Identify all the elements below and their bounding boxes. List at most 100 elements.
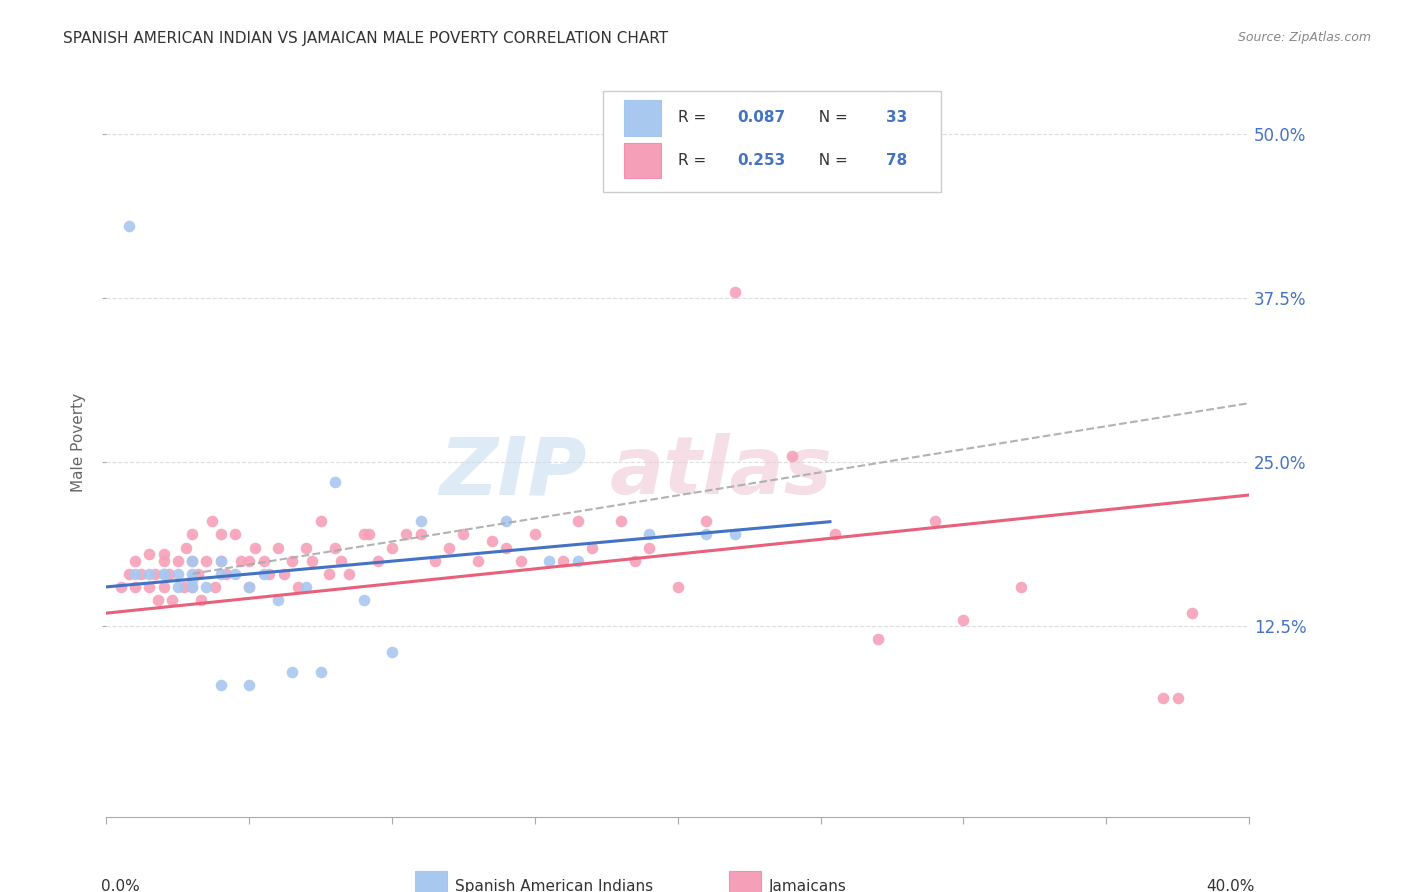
FancyBboxPatch shape <box>603 91 941 192</box>
Point <box>224 527 246 541</box>
FancyBboxPatch shape <box>624 100 661 136</box>
Point <box>166 554 188 568</box>
Point <box>301 554 323 568</box>
Text: N =: N = <box>810 111 853 126</box>
Point <box>567 554 589 568</box>
Point <box>257 566 280 581</box>
Point <box>176 541 198 555</box>
Text: atlas: atlas <box>609 434 832 511</box>
Point <box>190 593 212 607</box>
Point <box>181 554 204 568</box>
Point <box>181 580 204 594</box>
Point <box>273 566 295 581</box>
Point <box>353 527 375 541</box>
Point <box>138 547 160 561</box>
Point <box>1181 606 1204 620</box>
Point <box>238 554 260 568</box>
Point <box>209 527 232 541</box>
Point <box>215 566 238 581</box>
Point <box>581 541 603 555</box>
Point <box>952 613 974 627</box>
Point <box>287 580 309 594</box>
Point <box>295 541 318 555</box>
Point <box>238 580 260 594</box>
Point <box>157 566 180 581</box>
Point <box>381 541 404 555</box>
Point <box>229 554 252 568</box>
Point <box>209 678 232 692</box>
Text: 33: 33 <box>886 111 907 126</box>
Point <box>143 566 166 581</box>
Point <box>152 580 174 594</box>
Text: 0.087: 0.087 <box>737 111 786 126</box>
Point <box>173 580 195 594</box>
Point <box>160 593 183 607</box>
Point <box>209 554 232 568</box>
Point <box>181 554 204 568</box>
Text: Spanish American Indians: Spanish American Indians <box>456 880 652 892</box>
Point <box>481 533 503 548</box>
Text: 0.253: 0.253 <box>737 153 786 168</box>
Point <box>124 566 146 581</box>
Y-axis label: Male Poverty: Male Poverty <box>72 393 86 492</box>
Point <box>118 219 141 233</box>
Point <box>337 566 360 581</box>
Point <box>152 554 174 568</box>
Point <box>495 514 517 528</box>
Point <box>181 580 204 594</box>
Point <box>238 580 260 594</box>
Point <box>409 514 432 528</box>
FancyBboxPatch shape <box>730 871 761 892</box>
Point <box>1010 580 1032 594</box>
Point <box>281 554 304 568</box>
Point <box>1152 691 1174 706</box>
Point <box>187 566 209 581</box>
Text: ZIP: ZIP <box>439 434 586 511</box>
Point <box>538 554 561 568</box>
Point <box>252 554 274 568</box>
Point <box>166 580 188 594</box>
Text: Jamaicans: Jamaicans <box>769 880 846 892</box>
Point <box>695 514 717 528</box>
FancyBboxPatch shape <box>415 871 447 892</box>
Point <box>124 580 146 594</box>
Point <box>323 475 346 489</box>
Point <box>124 554 146 568</box>
Point <box>553 554 575 568</box>
Point <box>138 566 160 581</box>
Text: R =: R = <box>678 153 711 168</box>
Point <box>666 580 689 594</box>
Point <box>152 547 174 561</box>
Text: SPANISH AMERICAN INDIAN VS JAMAICAN MALE POVERTY CORRELATION CHART: SPANISH AMERICAN INDIAN VS JAMAICAN MALE… <box>63 31 668 46</box>
Point <box>523 527 546 541</box>
Point <box>609 514 631 528</box>
Point <box>309 514 332 528</box>
Point <box>110 580 132 594</box>
Point <box>638 527 661 541</box>
Point <box>453 527 475 541</box>
Point <box>359 527 381 541</box>
Point <box>181 574 204 588</box>
Point <box>146 593 169 607</box>
Point <box>267 541 290 555</box>
Point <box>243 541 266 555</box>
Point <box>209 554 232 568</box>
Point <box>467 554 489 568</box>
Point <box>204 580 226 594</box>
Point <box>195 580 218 594</box>
Point <box>724 285 747 299</box>
Point <box>395 527 418 541</box>
Point <box>695 527 717 541</box>
Point <box>118 566 141 581</box>
Point <box>238 678 260 692</box>
Point <box>329 554 352 568</box>
Point <box>437 541 460 555</box>
FancyBboxPatch shape <box>624 143 661 178</box>
Point <box>224 566 246 581</box>
Text: Source: ZipAtlas.com: Source: ZipAtlas.com <box>1237 31 1371 45</box>
Point <box>367 554 389 568</box>
Text: 40.0%: 40.0% <box>1206 880 1256 892</box>
Point <box>423 554 446 568</box>
Text: 0.0%: 0.0% <box>101 880 139 892</box>
Point <box>567 514 589 528</box>
